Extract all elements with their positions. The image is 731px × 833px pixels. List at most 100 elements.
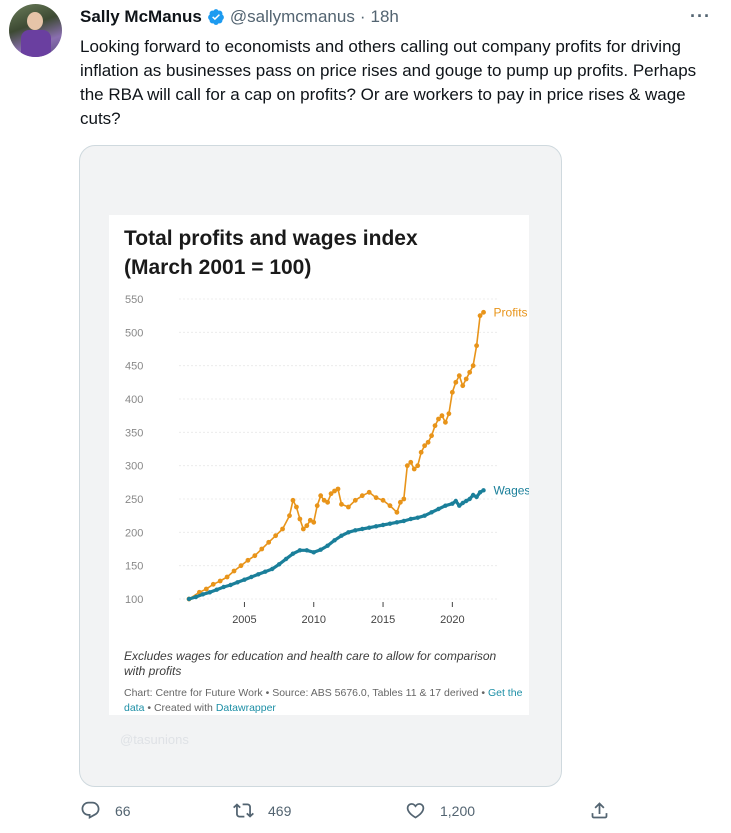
data-point-profits (449, 389, 455, 395)
data-point-wages (436, 506, 441, 512)
retweet-count: 469 (268, 802, 292, 819)
x-tick-label: 2010 (302, 614, 326, 626)
data-point-profits (418, 449, 424, 455)
tweet-actions: 66 469 1,200 (0, 800, 731, 826)
y-tick-label: 100 (125, 594, 143, 606)
data-point-profits (387, 503, 393, 509)
data-point-wages (373, 524, 379, 529)
tweet-time[interactable]: 18h (370, 7, 399, 26)
author-name[interactable]: Sally McManus (80, 7, 202, 26)
data-point-profits (224, 574, 230, 580)
data-point-wages (387, 521, 393, 526)
data-point-wages (249, 574, 254, 580)
verified-badge-icon (207, 9, 224, 25)
data-point-profits (304, 523, 310, 529)
y-tick-label: 250 (125, 494, 143, 506)
datawrapper-link[interactable]: Datawrapper (215, 702, 276, 714)
share-button[interactable] (589, 800, 610, 821)
y-tick-label: 500 (125, 327, 143, 339)
data-point-wages (332, 538, 337, 543)
data-point-wages (470, 492, 476, 498)
data-point-profits (411, 466, 417, 472)
data-point-wages (256, 572, 261, 577)
x-tick-label: 2005 (232, 614, 256, 626)
data-point-profits (443, 419, 448, 425)
data-point-profits (415, 463, 421, 469)
more-icon[interactable]: ··· (690, 6, 711, 26)
chart-title: Total profits and wages index (March 200… (124, 224, 514, 282)
author-avatar[interactable] (9, 4, 62, 57)
data-point-wages (366, 525, 372, 530)
retweet-button[interactable]: 469 (233, 800, 291, 821)
series-label-wages: Wages (494, 483, 529, 497)
data-point-wages (304, 548, 310, 553)
series-label-profits: Profits (494, 305, 528, 319)
like-button[interactable]: 1,200 (405, 800, 475, 821)
data-point-profits (266, 539, 272, 545)
data-point-profits (446, 411, 452, 417)
data-point-profits (394, 509, 400, 515)
watermark: @tasunions (120, 732, 189, 747)
data-point-wages (290, 551, 296, 556)
data-point-wages (415, 515, 420, 520)
data-point-wages (228, 582, 233, 588)
data-point-profits (314, 503, 320, 509)
data-point-profits (456, 373, 462, 379)
data-point-wages (380, 522, 386, 528)
y-tick-label: 450 (125, 361, 143, 373)
data-point-profits (210, 581, 216, 587)
reply-button[interactable]: 66 (80, 800, 131, 821)
data-point-profits (425, 439, 431, 445)
chart-subtitle: (March 2001 = 100) (124, 256, 312, 279)
data-point-wages (242, 577, 247, 582)
y-tick-label: 400 (125, 394, 143, 406)
data-point-profits (339, 501, 344, 507)
data-point-profits (467, 369, 473, 375)
data-point-profits (294, 504, 299, 510)
data-point-profits (404, 463, 410, 469)
data-point-profits (397, 499, 403, 505)
data-point-wages (200, 592, 206, 597)
data-point-profits (436, 416, 441, 422)
author-handle[interactable]: @sallymcmanus (229, 7, 355, 26)
data-point-profits (297, 516, 303, 522)
data-point-profits (307, 517, 313, 523)
x-tick-label: 2015 (371, 614, 395, 626)
data-point-wages (474, 494, 479, 500)
chart-note: Excludes wages for education and health … (124, 649, 497, 678)
data-point-wages (186, 596, 192, 602)
data-point-profits (439, 413, 445, 419)
data-point-profits (238, 563, 244, 569)
retweet-icon (233, 803, 254, 818)
data-point-wages (443, 503, 448, 508)
reply-count: 66 (115, 802, 131, 819)
data-point-profits (470, 363, 476, 369)
data-point-wages (221, 584, 226, 590)
tweet-header: Sally McManus @sallymcmanus · 18h (80, 6, 399, 28)
credit-prefix: Chart: Centre for Future Work • Source: … (124, 687, 488, 699)
data-point-profits (290, 497, 296, 503)
x-tick-label: 2020 (440, 614, 464, 626)
like-icon (406, 803, 425, 819)
data-point-profits (321, 497, 327, 503)
data-point-profits (345, 504, 351, 510)
data-point-profits (352, 497, 358, 503)
data-point-profits (422, 443, 428, 449)
data-point-profits (453, 379, 459, 385)
get-data-link[interactable]: Get the data (124, 687, 523, 714)
data-point-profits (366, 489, 372, 495)
data-point-profits (287, 513, 292, 519)
y-tick-label: 350 (125, 427, 143, 439)
data-point-wages (346, 530, 351, 535)
data-point-wages (401, 518, 407, 524)
tweet-media[interactable]: 100 150 200 250 300 350 400 450 500 550 2005 2010 20… (79, 145, 562, 787)
data-point-wages (325, 543, 330, 548)
data-point-wages (214, 587, 219, 592)
data-point-profits (373, 495, 379, 501)
y-tick-label: 150 (125, 561, 143, 573)
data-point-profits (332, 488, 337, 494)
data-point-profits (203, 586, 209, 592)
y-tick-label: 200 (125, 527, 143, 539)
data-point-wages (339, 533, 344, 538)
data-point-profits (359, 493, 365, 499)
